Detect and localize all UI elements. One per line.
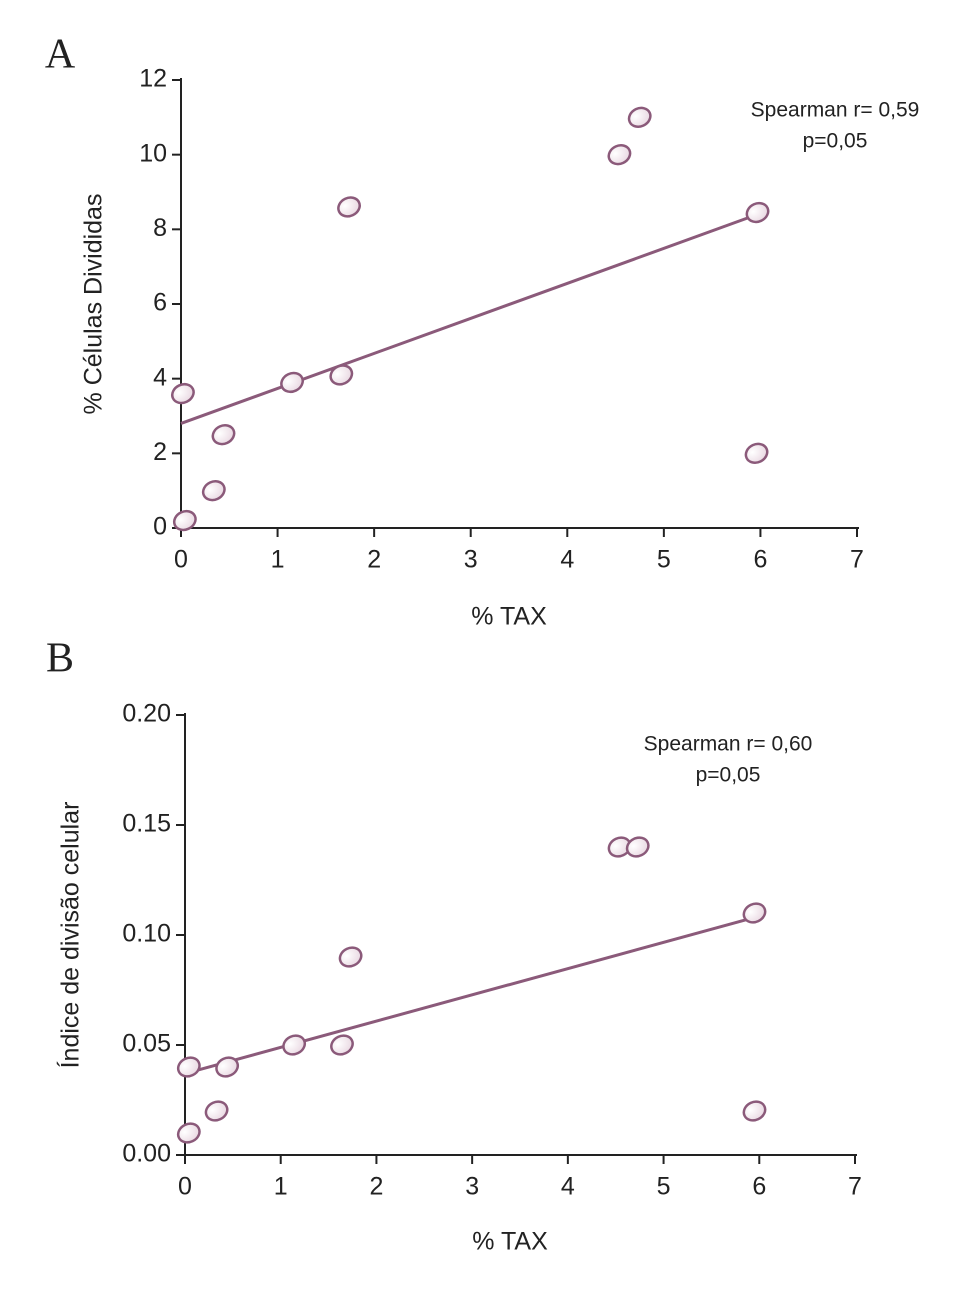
annotation: Spearman r= 0,60 — [644, 733, 813, 756]
x-tick-label: 5 — [657, 546, 671, 574]
point — [176, 1056, 201, 1078]
x-tick-label: 5 — [657, 1173, 671, 1201]
y-tick-label: 0.00 — [122, 1140, 171, 1168]
point — [745, 201, 770, 224]
x-tick-label: 3 — [464, 546, 478, 574]
point — [329, 364, 354, 386]
point — [607, 144, 632, 166]
y-tick-label: 0 — [153, 513, 167, 541]
point — [211, 424, 236, 446]
trend-line — [180, 212, 759, 425]
x-tick-label: 6 — [752, 1173, 766, 1201]
x-tick-label: 2 — [367, 546, 381, 574]
x-tick-label: 7 — [850, 546, 864, 574]
point — [215, 1056, 240, 1078]
point — [742, 902, 767, 924]
point — [280, 371, 304, 394]
x-axis-label: % TAX — [471, 603, 547, 631]
y-tick-label: 0.10 — [122, 920, 171, 948]
y-tick-label: 2 — [153, 438, 167, 466]
x-tick-label: 2 — [369, 1173, 383, 1201]
panel-label: A — [45, 32, 76, 78]
point — [282, 1034, 307, 1056]
y-tick-label: 12 — [139, 65, 167, 93]
point — [330, 1034, 354, 1056]
annotation: Spearman r= 0,59 — [751, 99, 920, 122]
point — [171, 382, 195, 405]
point — [201, 480, 226, 502]
point — [172, 509, 197, 532]
x-tick-label: 4 — [560, 546, 574, 574]
y-tick-label: 8 — [153, 214, 167, 242]
point — [204, 1100, 229, 1122]
y-tick-label: 0.20 — [122, 700, 171, 728]
y-tick-label: 4 — [153, 363, 167, 391]
x-tick-label: 4 — [561, 1173, 575, 1201]
annotation: p=0,05 — [803, 130, 868, 153]
x-axis-label: % TAX — [472, 1228, 548, 1256]
x-tick-label: 1 — [274, 1173, 288, 1201]
y-axis-label: % Células Divididas — [80, 194, 108, 415]
y-tick-label: 6 — [153, 289, 167, 317]
annotation: p=0,05 — [696, 764, 761, 787]
x-tick-label: 7 — [848, 1173, 862, 1201]
point — [744, 442, 769, 464]
point — [742, 1100, 767, 1122]
y-axis-label: Índice de divisão celular — [56, 802, 85, 1069]
point — [338, 946, 363, 968]
point — [627, 106, 652, 128]
x-tick-label: 3 — [465, 1173, 479, 1201]
point — [337, 196, 361, 218]
panel-label: B — [46, 636, 74, 682]
y-tick-label: 10 — [139, 139, 167, 167]
x-tick-label: 0 — [178, 1173, 192, 1201]
x-tick-label: 1 — [271, 546, 285, 574]
x-tick-label: 6 — [753, 546, 767, 574]
y-tick-label: 0.05 — [122, 1030, 171, 1058]
trend-line — [184, 915, 755, 1076]
y-tick-label: 0.15 — [122, 810, 171, 838]
point — [176, 1122, 201, 1144]
point — [625, 836, 650, 858]
x-tick-label: 0 — [174, 546, 188, 574]
